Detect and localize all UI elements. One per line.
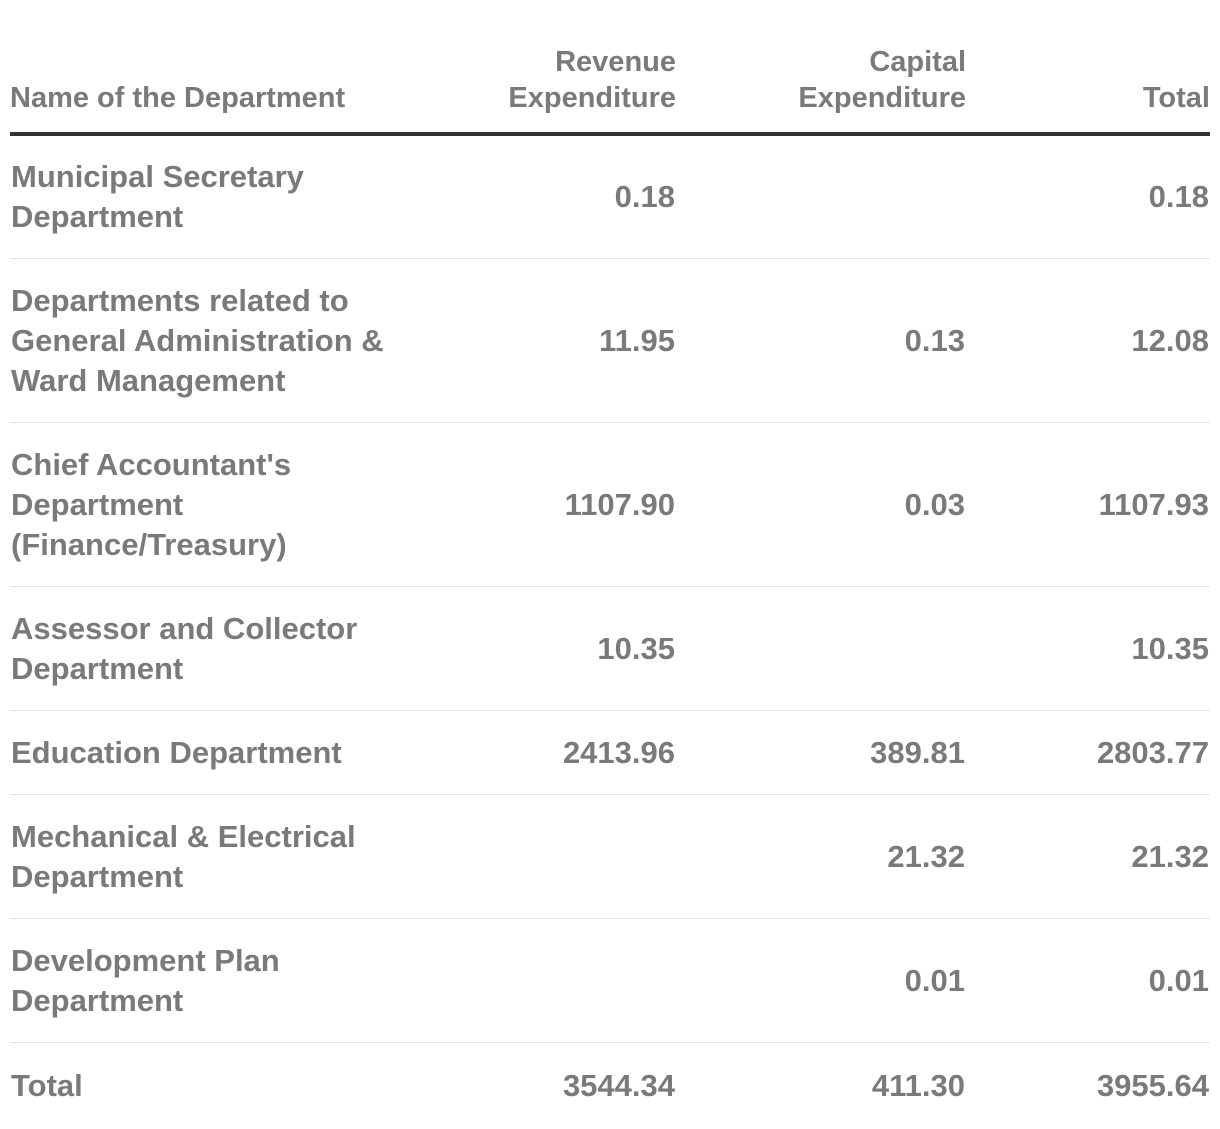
row-capital-value (676, 134, 966, 259)
table-body: Municipal Secretary Department 0.18 0.18… (10, 134, 1210, 1129)
header-name-of-department: Name of the Department (10, 0, 430, 134)
table-row: Chief Accountant's Department (Finance/T… (10, 423, 1210, 587)
row-capital-value: 0.01 (676, 919, 966, 1043)
table-header: Name of the Department Revenue Expenditu… (10, 0, 1210, 134)
table-row: Development Plan Department 0.01 0.01 (10, 919, 1210, 1043)
table-row: Departments related to General Administr… (10, 259, 1210, 423)
header-revenue-expenditure: Revenue Expenditure (430, 0, 676, 134)
total-label: Total (10, 1043, 430, 1129)
row-capital-value (676, 587, 966, 711)
row-revenue-value: 2413.96 (430, 711, 676, 795)
header-revenue-line1: Revenue (430, 44, 676, 80)
row-total-value: 21.32 (966, 795, 1210, 919)
header-capital-expenditure: Capital Expenditure (676, 0, 966, 134)
row-capital-value: 0.03 (676, 423, 966, 587)
header-capital-line2: Expenditure (676, 80, 966, 116)
row-total-value: 0.01 (966, 919, 1210, 1043)
row-revenue-value: 11.95 (430, 259, 676, 423)
row-capital-value: 389.81 (676, 711, 966, 795)
header-row: Name of the Department Revenue Expenditu… (10, 0, 1210, 134)
total-capital-value: 411.30 (676, 1043, 966, 1129)
row-department-name: Mechanical & Electrical Department (10, 795, 430, 919)
total-row: Total 3544.34 411.30 3955.64 (10, 1043, 1210, 1129)
row-department-name: Development Plan Department (10, 919, 430, 1043)
expenditure-table: Name of the Department Revenue Expenditu… (10, 0, 1210, 1129)
row-capital-value: 21.32 (676, 795, 966, 919)
row-department-name: Departments related to General Administr… (10, 259, 430, 423)
row-revenue-value (430, 919, 676, 1043)
row-revenue-value: 10.35 (430, 587, 676, 711)
header-capital-line1: Capital (676, 44, 966, 80)
row-department-name: Chief Accountant's Department (Finance/T… (10, 423, 430, 587)
row-total-value: 2803.77 (966, 711, 1210, 795)
table-row: Mechanical & Electrical Department 21.32… (10, 795, 1210, 919)
total-total-value: 3955.64 (966, 1043, 1210, 1129)
header-revenue-line2: Expenditure (430, 80, 676, 116)
table-row: Assessor and Collector Department 10.35 … (10, 587, 1210, 711)
header-total: Total (966, 0, 1210, 134)
expenditure-table-container: Name of the Department Revenue Expenditu… (10, 0, 1210, 1129)
row-department-name: Education Department (10, 711, 430, 795)
row-revenue-value (430, 795, 676, 919)
row-total-value: 1107.93 (966, 423, 1210, 587)
row-total-value: 10.35 (966, 587, 1210, 711)
table-row: Municipal Secretary Department 0.18 0.18 (10, 134, 1210, 259)
row-department-name: Assessor and Collector Department (10, 587, 430, 711)
row-revenue-value: 0.18 (430, 134, 676, 259)
total-revenue-value: 3544.34 (430, 1043, 676, 1129)
row-total-value: 12.08 (966, 259, 1210, 423)
row-department-name: Municipal Secretary Department (10, 134, 430, 259)
row-capital-value: 0.13 (676, 259, 966, 423)
row-revenue-value: 1107.90 (430, 423, 676, 587)
row-total-value: 0.18 (966, 134, 1210, 259)
table-row: Education Department 2413.96 389.81 2803… (10, 711, 1210, 795)
